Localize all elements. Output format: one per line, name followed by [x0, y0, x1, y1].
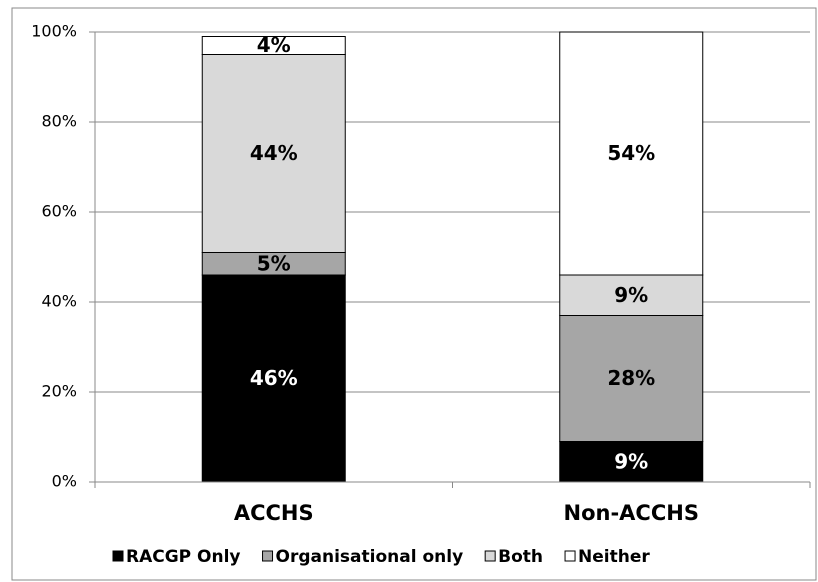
data-label: 9% — [614, 449, 648, 473]
legend-label: RACGP Only — [126, 547, 241, 567]
legend-label: Both — [498, 547, 543, 567]
data-label: 4% — [257, 33, 291, 57]
x-tick-label: Non-ACCHS — [564, 501, 699, 525]
legend-swatch — [484, 550, 496, 562]
chart-frame — [11, 7, 817, 581]
y-tick-label: 100% — [31, 22, 77, 41]
legend-label: Neither — [578, 547, 650, 567]
y-tick-label: 0% — [52, 472, 77, 491]
bar-segment — [559, 441, 704, 483]
bar-segment — [559, 31, 704, 276]
legend-swatch — [262, 550, 274, 562]
y-tick-label: 40% — [41, 292, 77, 311]
y-tick-label: 20% — [41, 382, 77, 401]
x-tick-label: ACCHS — [234, 501, 314, 525]
y-tick-label: 80% — [41, 112, 77, 131]
bar-segment — [559, 274, 704, 316]
y-tick-label: 60% — [41, 202, 77, 221]
data-label: 54% — [607, 141, 655, 165]
bar-segment — [201, 54, 346, 253]
data-label: 9% — [614, 283, 648, 307]
bar-segment — [201, 36, 346, 55]
data-label: 44% — [250, 141, 298, 165]
data-label: 46% — [250, 366, 298, 390]
data-label: 5% — [257, 251, 291, 275]
bar-segment — [559, 315, 704, 442]
data-label: 28% — [607, 366, 655, 390]
legend-label: Organisational only — [276, 547, 464, 567]
bar-segment — [201, 274, 346, 483]
legend-swatch — [112, 550, 124, 562]
legend-swatch — [564, 550, 576, 562]
